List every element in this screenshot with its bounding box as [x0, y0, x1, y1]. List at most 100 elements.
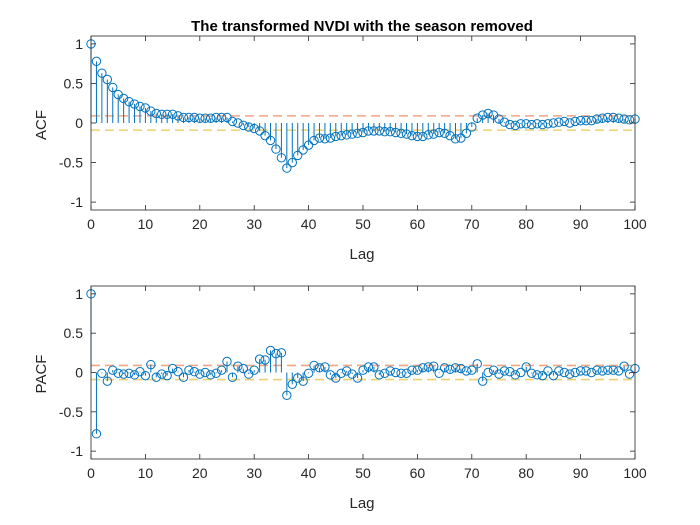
acf-stem-marker	[314, 133, 325, 143]
acf-stem-marker	[238, 120, 249, 131]
acf-xtick-label: 50	[355, 216, 371, 232]
acf-stem-marker	[282, 163, 292, 173]
pacf-stem-marker	[97, 368, 107, 378]
acf-ytick-label: -1	[71, 194, 84, 210]
acf-stem-marker	[298, 145, 308, 155]
acf-stem-marker	[146, 106, 156, 116]
pacf-xtick-label: 100	[623, 465, 647, 481]
acf-stem-marker	[325, 133, 336, 143]
pacf-xtick-label: 70	[464, 465, 480, 481]
acf-ylabel: ACF	[33, 110, 50, 140]
acf-stem-marker	[412, 131, 423, 142]
acf-stem-marker	[619, 114, 629, 124]
acf-stem-marker	[401, 129, 412, 139]
acf-stem-marker	[548, 118, 559, 128]
pacf-stem-marker	[167, 363, 178, 374]
pacf-stem-marker	[532, 370, 542, 380]
pacf-stem-marker	[385, 366, 395, 376]
acf-stem-marker	[565, 118, 575, 128]
pacf-stem-marker	[184, 365, 194, 375]
pacf-stem-marker	[303, 368, 314, 378]
acf-ytick-label: 0.5	[64, 75, 84, 91]
acf-stem-marker	[374, 126, 385, 136]
pacf-stem-marker	[554, 366, 564, 376]
acf-stem-marker	[570, 116, 580, 127]
acf-stem-marker	[260, 130, 270, 141]
pacf-stem-marker	[581, 366, 591, 376]
pacf-stem-marker	[450, 363, 461, 373]
acf-stem-marker	[151, 108, 161, 119]
pacf-stem-marker	[146, 359, 156, 370]
acf-stem-marker	[543, 119, 553, 129]
acf-stem-marker	[178, 112, 189, 123]
pacf-stem-marker	[467, 365, 477, 375]
pacf-stem-marker	[200, 367, 210, 378]
pacf-stem-marker	[265, 345, 276, 356]
pacf-stem-marker	[537, 370, 548, 381]
acf-stem-marker	[271, 144, 281, 154]
pacf-stem-marker	[173, 367, 183, 377]
pacf-stem-marker	[543, 366, 553, 376]
acf-stem-marker	[581, 115, 591, 126]
acf-stem-marker	[254, 126, 265, 136]
pacf-stem-marker	[358, 365, 368, 375]
pacf-stem-marker	[429, 361, 439, 371]
acf-stem-marker	[624, 115, 635, 125]
acf-stem-marker	[434, 127, 444, 138]
acf-xtick-label: 20	[192, 216, 208, 232]
acf-xtick-label: 60	[410, 216, 426, 232]
pacf-stem-marker	[456, 363, 466, 374]
pacf-stem-marker	[499, 366, 510, 376]
acf-stem-marker	[162, 109, 172, 120]
acf-stem-marker	[118, 93, 129, 104]
acf-stem-marker	[586, 115, 597, 126]
acf-stem-marker	[140, 103, 151, 113]
pacf-stem-marker	[401, 368, 412, 378]
pacf-stem-marker	[483, 367, 493, 378]
pacf-stem-marker	[320, 362, 330, 372]
acf-stem-marker	[124, 96, 134, 107]
pacf-stem-marker	[619, 361, 629, 371]
acf-stem-marker	[167, 109, 178, 120]
acf-xtick-label: 100	[623, 216, 647, 232]
pacf-xtick-label: 20	[192, 465, 208, 481]
acf-stem-marker	[450, 134, 461, 144]
acf-stem-marker	[532, 119, 542, 129]
acf-stem-marker	[363, 126, 374, 136]
pacf-stem-marker	[129, 370, 140, 380]
pacf-stem-marker	[91, 429, 102, 439]
pacf-stem-marker	[521, 362, 531, 372]
acf-stem-marker	[309, 135, 319, 146]
pacf-stem-marker	[570, 367, 580, 378]
pacf-stem-marker	[434, 368, 444, 378]
pacf-stem-marker	[195, 369, 205, 379]
acf-stem-marker	[380, 127, 390, 137]
pacf-stem-marker	[249, 365, 259, 375]
pacf-stem-marker	[276, 348, 287, 358]
acf-stem-marker	[320, 134, 330, 144]
acf-stem-marker	[559, 116, 569, 127]
pacf-stem-marker	[325, 370, 336, 380]
acf-stem-marker	[336, 130, 346, 141]
acf-stem-marker	[129, 99, 140, 109]
pacf-stem-marker	[102, 376, 113, 386]
acf-stem-marker	[429, 129, 439, 139]
pacf-stem-marker	[592, 365, 602, 375]
pacf-xlabel: Lag	[349, 495, 374, 512]
acf-stem-marker	[510, 120, 521, 131]
acf-stem-marker	[494, 114, 504, 124]
acf-xtick-label: 0	[87, 216, 95, 232]
pacf-stem-marker	[477, 376, 488, 386]
pacf-stem-marker	[189, 367, 200, 377]
acf-stem-marker	[472, 113, 482, 123]
pacf-stem-marker	[282, 390, 292, 401]
acf-stem-marker	[205, 113, 216, 123]
pacf-stem-marker	[157, 369, 167, 379]
acf-stem-marker	[499, 117, 510, 127]
acf-stem-marker	[396, 128, 406, 138]
pacf-stem-marker	[238, 363, 249, 374]
acf-xtick-label: 30	[246, 216, 262, 232]
acf-stem-marker	[293, 150, 303, 161]
pacf-stem-marker	[423, 362, 433, 372]
